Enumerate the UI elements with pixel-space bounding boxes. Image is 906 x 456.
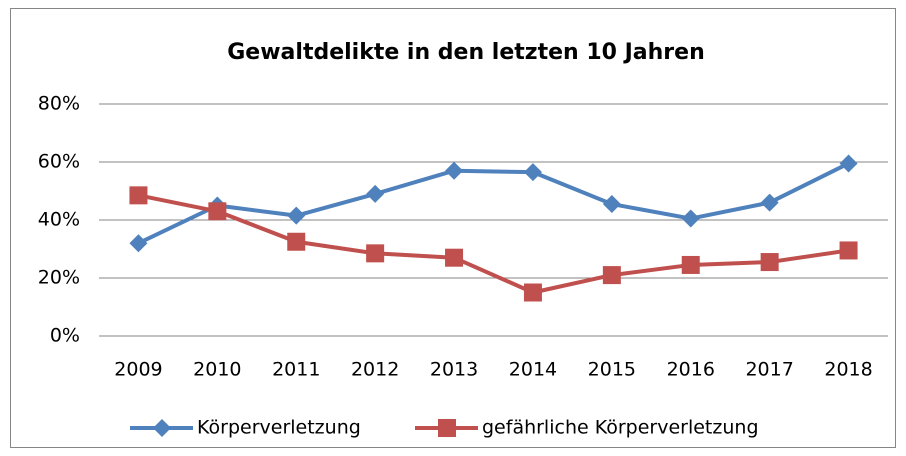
x-tick-label: 2009 xyxy=(114,359,162,381)
legend-label: Körperverletzung xyxy=(197,417,361,439)
x-tick-label: 2015 xyxy=(588,359,636,381)
marker xyxy=(760,193,779,212)
legend-marker xyxy=(438,419,456,437)
x-tick-label: 2017 xyxy=(745,359,793,381)
y-tick-label: 80% xyxy=(38,93,80,115)
y-tick-label: 20% xyxy=(38,267,80,289)
x-tick-label: 2013 xyxy=(430,359,478,381)
marker xyxy=(523,163,542,182)
marker xyxy=(287,232,306,251)
marker xyxy=(366,184,385,203)
y-tick-label: 40% xyxy=(38,209,80,231)
marker xyxy=(129,234,148,253)
marker xyxy=(602,195,621,214)
marker xyxy=(287,206,306,225)
marker xyxy=(445,161,464,180)
marker xyxy=(760,253,779,272)
series-line xyxy=(138,193,849,295)
x-tick-label: 2011 xyxy=(272,359,320,381)
x-tick-label: 2016 xyxy=(667,359,715,381)
chart-title: Gewaltdelikte in den letzten 10 Jahren xyxy=(227,40,704,65)
marker xyxy=(681,209,700,228)
y-tick-label: 0% xyxy=(50,325,80,347)
y-tick-label: 60% xyxy=(38,151,80,173)
marker xyxy=(208,202,227,221)
marker xyxy=(129,186,148,205)
legend-marker xyxy=(153,419,171,437)
marker xyxy=(839,241,858,260)
x-tick-label: 2018 xyxy=(824,359,872,381)
x-tick-label: 2010 xyxy=(193,359,241,381)
marker xyxy=(366,244,385,263)
chart-frame xyxy=(10,8,896,448)
x-tick-label: 2012 xyxy=(351,359,399,381)
marker xyxy=(681,255,700,274)
marker xyxy=(445,248,464,267)
x-tick-label: 2014 xyxy=(509,359,557,381)
marker xyxy=(602,266,621,285)
marker xyxy=(839,154,858,173)
legend-label: gefährliche Körperverletzung xyxy=(482,417,759,439)
series-line xyxy=(137,161,850,246)
marker xyxy=(523,283,542,302)
